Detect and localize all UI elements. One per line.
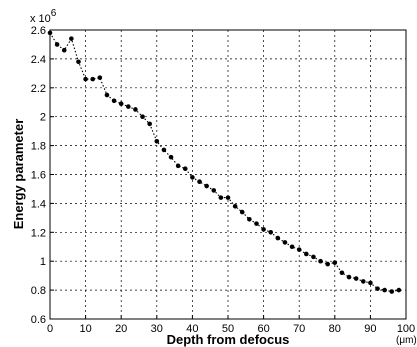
data-point (211, 188, 217, 193)
y-axis-title: Energy parameter (11, 119, 26, 230)
data-point (289, 244, 295, 250)
y-tick-label: 0.8 (31, 285, 46, 297)
data-point (282, 240, 288, 245)
data-point (396, 287, 402, 293)
data-point (275, 235, 281, 241)
x-tick-label: 70 (293, 323, 305, 335)
data-point (368, 280, 373, 286)
x-axis-ticks: 0 10 20 30 40 50 60 70 80 90 100 (47, 315, 415, 335)
data-point (375, 286, 380, 291)
data-point (197, 179, 202, 185)
data-point (118, 101, 124, 106)
data-point (360, 279, 366, 284)
data-point (261, 227, 266, 232)
data-point (382, 287, 387, 293)
data-point (304, 251, 309, 257)
data-point (90, 76, 96, 82)
data-points (47, 30, 402, 294)
y-tick-label: 2.4 (31, 54, 46, 66)
data-point (218, 195, 224, 200)
x-tick-label: 50 (222, 323, 234, 335)
y-axis-ticks: 0.6 0.8 1 1.2 1.4 1.6 1.8 2 2.2 2.4 2.6 (31, 25, 54, 326)
data-point (389, 289, 395, 294)
y-tick-label: 2 (40, 112, 46, 124)
data-point (190, 175, 195, 180)
data-point (161, 147, 167, 153)
data-point (339, 270, 345, 276)
x-tick-label: 60 (257, 323, 269, 335)
x-tick-label: 40 (186, 323, 198, 335)
data-point (111, 98, 117, 104)
data-point (353, 276, 359, 281)
data-point (232, 203, 238, 209)
data-point (175, 163, 181, 169)
data-point (268, 230, 274, 235)
series-line (49, 32, 400, 293)
x-tick-label: 90 (364, 323, 376, 335)
x-tick-label: 0 (47, 323, 53, 335)
data-point (247, 216, 252, 222)
y-tick-label: 1.4 (31, 198, 46, 210)
data-point (69, 36, 74, 41)
data-point (61, 47, 67, 53)
x-tick-label: 10 (79, 323, 91, 335)
y-tick-label: 1.8 (31, 141, 46, 153)
grid-lines (50, 30, 406, 319)
data-point (154, 138, 160, 144)
data-point (76, 59, 81, 65)
y-tick-label: 0.6 (31, 314, 46, 326)
data-point (332, 260, 338, 265)
data-point (97, 75, 103, 80)
y-tick-label: 2.6 (31, 25, 46, 37)
y-tick-label: 1.2 (31, 227, 46, 239)
data-point (318, 258, 323, 264)
y-tick-label: 1 (40, 256, 46, 268)
y-multiplier: x 106 (30, 8, 57, 25)
data-point (254, 221, 259, 226)
data-point (147, 121, 152, 127)
data-point (140, 114, 145, 119)
data-point (204, 183, 209, 189)
x-tick-label: 30 (151, 323, 163, 335)
data-point (47, 30, 53, 36)
data-point (133, 107, 138, 112)
y-tick-label: 1.6 (31, 170, 46, 182)
data-point (311, 254, 316, 260)
data-point (104, 92, 110, 98)
data-point (346, 274, 352, 280)
data-point (296, 247, 302, 252)
data-point (325, 261, 330, 267)
x-tick-label: 80 (329, 323, 341, 335)
y-tick-label: 2.2 (31, 83, 46, 95)
data-point (182, 166, 188, 172)
x-axis-title: Depth from defocus (167, 332, 290, 347)
x-axis-unit: (μm) (396, 335, 417, 346)
data-point (83, 76, 88, 82)
data-point (126, 104, 131, 109)
x-tick-label: 100 (397, 323, 415, 335)
data-point (225, 195, 231, 200)
data-point (168, 154, 174, 160)
x-tick-label: 20 (115, 323, 127, 335)
data-point (54, 42, 60, 47)
data-point (239, 209, 245, 215)
